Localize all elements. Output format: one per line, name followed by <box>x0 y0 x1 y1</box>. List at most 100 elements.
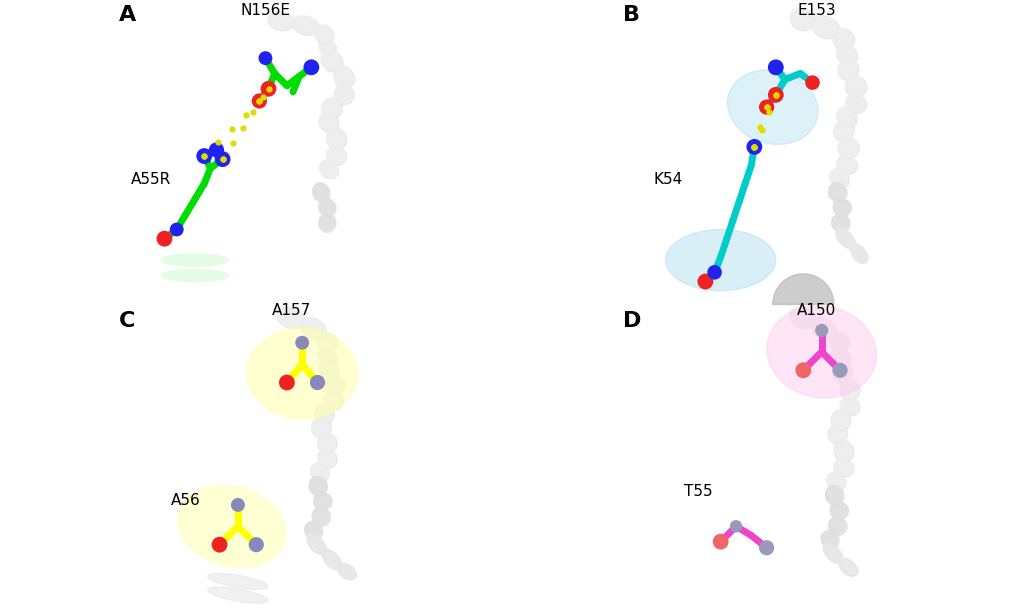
Ellipse shape <box>825 487 844 505</box>
Ellipse shape <box>835 440 852 460</box>
Ellipse shape <box>830 502 849 520</box>
Ellipse shape <box>846 75 865 96</box>
Ellipse shape <box>269 12 295 31</box>
Point <box>304 62 320 72</box>
Ellipse shape <box>837 155 856 173</box>
Point <box>211 540 227 550</box>
Ellipse shape <box>837 107 855 125</box>
Ellipse shape <box>728 70 818 144</box>
Ellipse shape <box>833 121 853 139</box>
Ellipse shape <box>833 28 853 48</box>
Ellipse shape <box>829 333 849 353</box>
Ellipse shape <box>208 573 269 589</box>
Ellipse shape <box>324 392 344 410</box>
Ellipse shape <box>178 485 286 567</box>
Point <box>746 142 762 152</box>
Ellipse shape <box>811 318 837 340</box>
Ellipse shape <box>313 183 328 200</box>
Ellipse shape <box>305 521 321 537</box>
Ellipse shape <box>828 425 848 444</box>
Ellipse shape <box>319 40 336 55</box>
Ellipse shape <box>319 214 334 230</box>
Ellipse shape <box>828 517 847 536</box>
Point <box>795 365 812 375</box>
Ellipse shape <box>829 170 849 188</box>
Point <box>706 267 722 277</box>
Point <box>208 145 224 155</box>
Ellipse shape <box>831 411 851 430</box>
Ellipse shape <box>319 199 336 217</box>
Point <box>728 521 744 531</box>
Ellipse shape <box>837 45 856 62</box>
Point <box>758 543 775 553</box>
Text: E153: E153 <box>797 3 836 18</box>
Point <box>768 62 784 72</box>
Ellipse shape <box>318 449 335 466</box>
Ellipse shape <box>666 230 776 291</box>
Ellipse shape <box>314 493 332 510</box>
Ellipse shape <box>292 16 318 33</box>
Ellipse shape <box>277 307 304 326</box>
Ellipse shape <box>829 169 848 186</box>
Ellipse shape <box>319 113 339 132</box>
Text: K54: K54 <box>653 171 682 187</box>
Ellipse shape <box>322 550 341 567</box>
Text: T55: T55 <box>684 483 713 499</box>
Ellipse shape <box>831 213 848 231</box>
Ellipse shape <box>825 485 843 503</box>
Ellipse shape <box>833 198 850 215</box>
Ellipse shape <box>322 550 342 570</box>
Ellipse shape <box>790 307 814 326</box>
Ellipse shape <box>318 348 335 362</box>
Ellipse shape <box>846 76 867 98</box>
Ellipse shape <box>325 376 344 392</box>
Ellipse shape <box>322 99 343 119</box>
Ellipse shape <box>850 244 866 261</box>
Ellipse shape <box>836 228 854 246</box>
Ellipse shape <box>319 359 338 378</box>
Ellipse shape <box>312 419 331 438</box>
Ellipse shape <box>828 424 846 442</box>
Point <box>698 277 714 286</box>
Ellipse shape <box>840 379 860 401</box>
Ellipse shape <box>319 39 334 53</box>
Ellipse shape <box>835 441 854 462</box>
Text: A150: A150 <box>797 303 837 318</box>
Ellipse shape <box>827 472 844 489</box>
Ellipse shape <box>320 161 339 179</box>
Ellipse shape <box>334 84 353 103</box>
Ellipse shape <box>310 477 327 496</box>
Ellipse shape <box>823 543 842 561</box>
Ellipse shape <box>790 9 813 28</box>
Point <box>294 338 311 348</box>
Ellipse shape <box>339 564 357 580</box>
Ellipse shape <box>837 46 857 64</box>
Ellipse shape <box>839 61 859 80</box>
Ellipse shape <box>841 398 860 416</box>
Ellipse shape <box>827 473 846 491</box>
Ellipse shape <box>292 17 320 35</box>
Ellipse shape <box>268 12 293 28</box>
Point <box>805 78 821 88</box>
Text: A55R: A55R <box>131 171 171 187</box>
Ellipse shape <box>312 418 329 436</box>
Point <box>712 537 729 547</box>
Point <box>814 326 830 335</box>
Point <box>156 234 173 244</box>
Ellipse shape <box>811 318 836 337</box>
Point <box>279 378 295 387</box>
Point <box>310 378 326 387</box>
Point <box>758 102 775 112</box>
Ellipse shape <box>315 26 333 45</box>
Ellipse shape <box>325 377 345 394</box>
Ellipse shape <box>846 94 864 111</box>
Ellipse shape <box>334 85 354 105</box>
Ellipse shape <box>247 327 357 419</box>
Ellipse shape <box>829 332 848 351</box>
Ellipse shape <box>338 564 355 578</box>
Ellipse shape <box>315 405 334 424</box>
Ellipse shape <box>319 111 338 130</box>
Ellipse shape <box>821 531 840 549</box>
Ellipse shape <box>823 544 843 564</box>
Ellipse shape <box>831 348 849 365</box>
